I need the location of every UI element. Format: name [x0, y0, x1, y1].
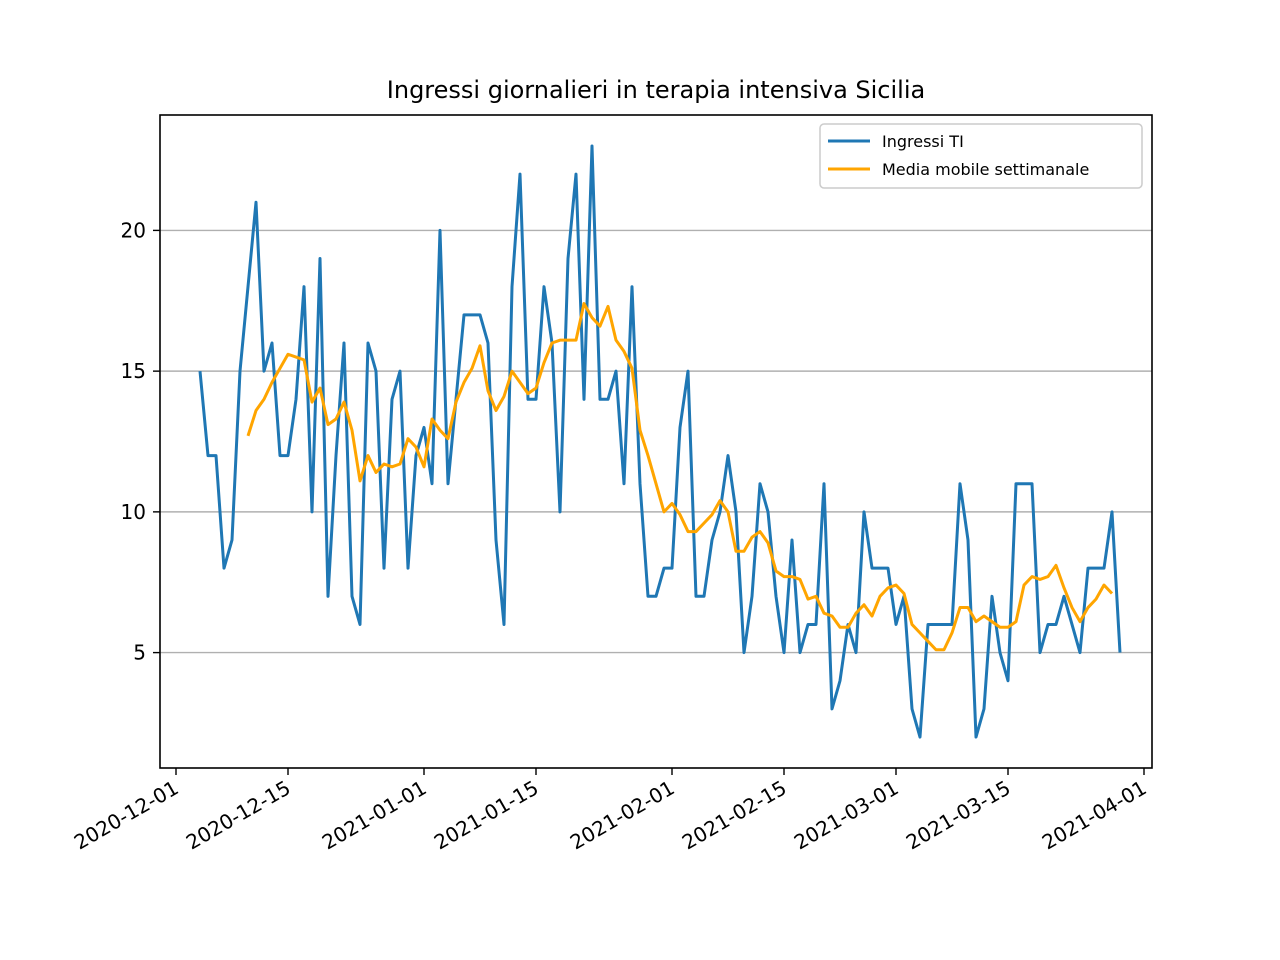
legend-label-media-mobile: Media mobile settimanale — [882, 160, 1089, 179]
legend-label-ingressi: Ingressi TI — [882, 132, 964, 151]
plot-frame — [159, 114, 1153, 769]
series-line-ingressi — [198, 144, 1122, 739]
y-tick-label: 10 — [121, 500, 146, 524]
legend-box — [819, 123, 1143, 189]
series-layer — [198, 144, 1122, 739]
series-line-media-mobile — [246, 302, 1114, 652]
y-tick-label: 5 — [133, 641, 146, 665]
y-tick-label: 20 — [121, 218, 146, 242]
chart-title: Ingressi giornalieri in terapia intensiv… — [387, 76, 925, 104]
legend: Ingressi TI Media mobile settimanale — [819, 123, 1143, 189]
y-tick-label: 15 — [121, 359, 146, 383]
